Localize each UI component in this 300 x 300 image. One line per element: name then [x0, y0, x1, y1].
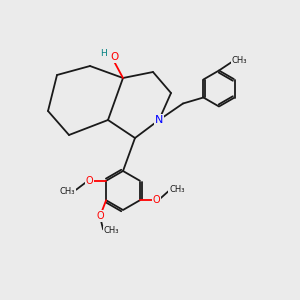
Text: O: O [96, 211, 104, 221]
Text: N: N [155, 115, 163, 125]
Text: CH₃: CH₃ [169, 185, 184, 194]
Text: O: O [111, 52, 119, 62]
Text: CH₃: CH₃ [60, 187, 76, 196]
Text: CH₃: CH₃ [231, 56, 247, 64]
Text: CH₃: CH₃ [104, 226, 119, 235]
Text: H: H [100, 49, 107, 58]
Text: O: O [153, 195, 160, 205]
Text: O: O [86, 176, 93, 186]
